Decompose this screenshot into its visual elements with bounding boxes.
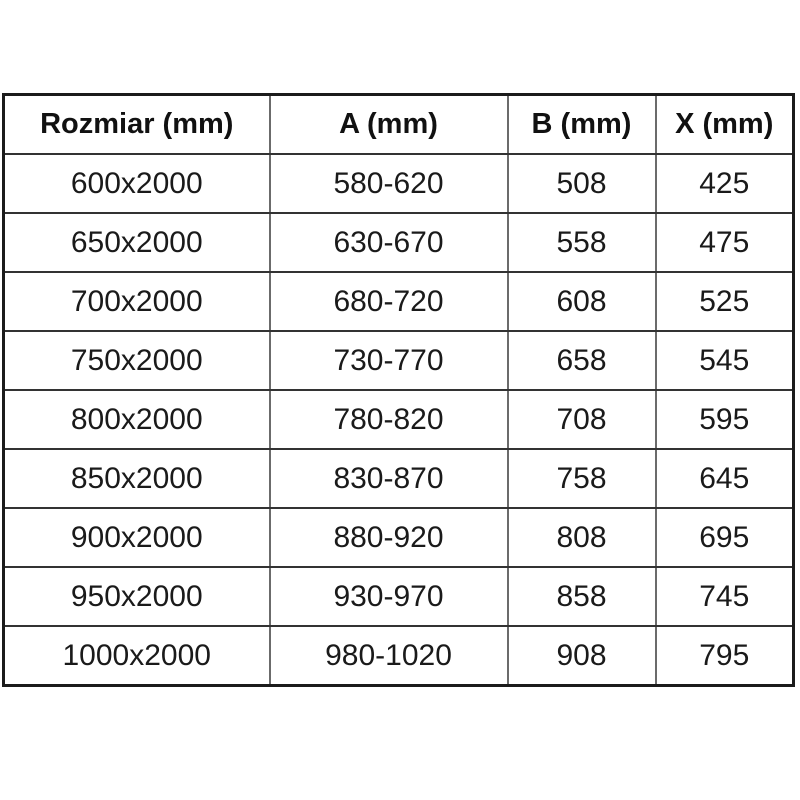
cell-a: 680-720 — [268, 271, 509, 332]
cell-b: 808 — [506, 507, 657, 568]
cell-rozmiar: 950x2000 — [2, 566, 271, 627]
size-table-container: Rozmiar (mm) A (mm) B (mm) X (mm) 600x20… — [2, 93, 795, 687]
column-header-a: A (mm) — [268, 93, 509, 155]
cell-x: 525 — [654, 271, 795, 332]
cell-rozmiar: 850x2000 — [2, 448, 271, 509]
cell-rozmiar: 800x2000 — [2, 389, 271, 450]
cell-a: 930-970 — [268, 566, 509, 627]
cell-x: 545 — [654, 330, 795, 391]
cell-x: 645 — [654, 448, 795, 509]
cell-b: 858 — [506, 566, 657, 627]
table-row: 600x2000 580-620 508 425 — [2, 153, 795, 214]
size-table: Rozmiar (mm) A (mm) B (mm) X (mm) 600x20… — [2, 93, 795, 687]
cell-x: 475 — [654, 212, 795, 273]
cell-rozmiar: 700x2000 — [2, 271, 271, 332]
column-header-x: X (mm) — [654, 93, 795, 155]
cell-x: 595 — [654, 389, 795, 450]
cell-x: 795 — [654, 625, 795, 687]
header-row: Rozmiar (mm) A (mm) B (mm) X (mm) — [2, 93, 795, 155]
cell-b: 908 — [506, 625, 657, 687]
cell-b: 508 — [506, 153, 657, 214]
cell-rozmiar: 1000x2000 — [2, 625, 271, 687]
cell-b: 558 — [506, 212, 657, 273]
column-header-b: B (mm) — [506, 93, 657, 155]
column-header-rozmiar: Rozmiar (mm) — [2, 93, 271, 155]
cell-rozmiar: 900x2000 — [2, 507, 271, 568]
table-row: 850x2000 830-870 758 645 — [2, 448, 795, 509]
cell-x: 745 — [654, 566, 795, 627]
table-row: 700x2000 680-720 608 525 — [2, 271, 795, 332]
cell-a: 980-1020 — [268, 625, 509, 687]
table-row: 950x2000 930-970 858 745 — [2, 566, 795, 627]
cell-x: 425 — [654, 153, 795, 214]
cell-a: 780-820 — [268, 389, 509, 450]
cell-b: 708 — [506, 389, 657, 450]
cell-b: 658 — [506, 330, 657, 391]
cell-rozmiar: 650x2000 — [2, 212, 271, 273]
cell-b: 608 — [506, 271, 657, 332]
table-row: 1000x2000 980-1020 908 795 — [2, 625, 795, 687]
table-row: 900x2000 880-920 808 695 — [2, 507, 795, 568]
table-row: 800x2000 780-820 708 595 — [2, 389, 795, 450]
cell-rozmiar: 600x2000 — [2, 153, 271, 214]
cell-a: 630-670 — [268, 212, 509, 273]
cell-x: 695 — [654, 507, 795, 568]
table-row: 650x2000 630-670 558 475 — [2, 212, 795, 273]
cell-rozmiar: 750x2000 — [2, 330, 271, 391]
cell-a: 580-620 — [268, 153, 509, 214]
cell-a: 830-870 — [268, 448, 509, 509]
cell-a: 880-920 — [268, 507, 509, 568]
cell-b: 758 — [506, 448, 657, 509]
cell-a: 730-770 — [268, 330, 509, 391]
table-row: 750x2000 730-770 658 545 — [2, 330, 795, 391]
